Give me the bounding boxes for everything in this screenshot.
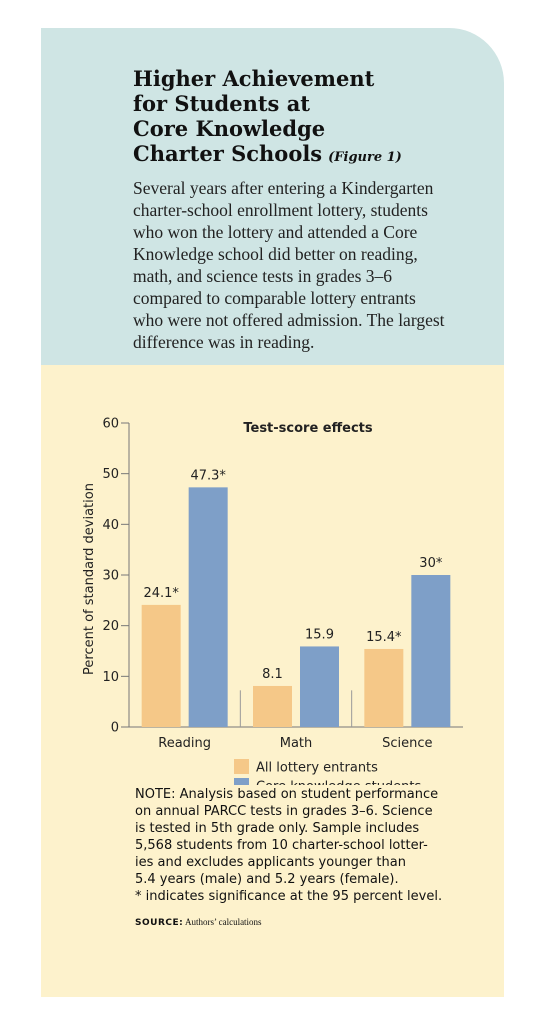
note-line: 5.4 years (male) and 5.2 years (female). — [135, 872, 399, 887]
bar — [364, 648, 404, 727]
y-tick-label: 20 — [102, 619, 119, 634]
chart-legend: All lottery entrants Core knowledge stude… — [234, 759, 422, 785]
header-panel — [41, 28, 504, 365]
bar — [411, 575, 451, 727]
legend-label: Core knowledge students — [256, 780, 422, 786]
note-line: 5,568 students from 10 charter-school lo… — [135, 838, 428, 853]
data-label: 24.1* — [143, 586, 179, 601]
chart-title: Test-score effects — [243, 421, 373, 436]
bar — [300, 646, 339, 727]
data-label: 30* — [419, 556, 443, 571]
source-text: Authors’ calculations — [185, 917, 262, 927]
y-tick-label: 50 — [102, 467, 119, 482]
x-tick-label: Math — [280, 736, 313, 751]
data-label: 15.4* — [366, 630, 402, 645]
bar — [188, 487, 228, 727]
title-line: Core Knowledge — [133, 116, 326, 141]
y-tick-label: 0 — [111, 721, 119, 736]
y-tick-label: 10 — [102, 670, 119, 685]
y-axis-title: Percent of standard deviation — [82, 483, 97, 675]
chart-bars — [141, 487, 451, 727]
data-label: 8.1 — [262, 667, 283, 682]
figure-description: Several years after entering a Kindergar… — [133, 177, 485, 353]
source-label: SOURCE: — [135, 918, 184, 928]
data-label: 47.3* — [190, 468, 226, 483]
legend-swatch — [234, 759, 249, 774]
note-line: on annual PARCC tests in grades 3–6. Sci… — [135, 804, 433, 819]
description-line: math, and science tests in grades 3–6 — [133, 266, 393, 286]
legend-label: All lottery entrants — [256, 761, 378, 776]
y-tick-label: 60 — [102, 417, 119, 432]
figure-title: Higher Achievement for Students at Core … — [133, 66, 473, 170]
figure-label: (Figure 1) — [328, 150, 402, 165]
chart-source: SOURCE: Authors’ calculations — [135, 917, 262, 928]
y-tick-label: 30 — [102, 569, 119, 584]
figure-card: Higher Achievement for Students at Core … — [41, 28, 504, 997]
bar — [141, 604, 181, 727]
description-line: Several years after entering a Kindergar… — [133, 178, 434, 198]
legend-swatch — [234, 778, 249, 785]
chart-note: NOTE: Analysis based on student performa… — [135, 786, 475, 905]
note-line: is tested in 5th grade only. Sample incl… — [135, 821, 420, 836]
note-line: * indicates significance at the 95 perce… — [135, 889, 443, 904]
description-line: who were not offered admission. The larg… — [133, 310, 445, 330]
data-label: 15.9 — [305, 627, 334, 642]
x-tick-label: Science — [382, 736, 432, 751]
description-line: Knowledge school did better on reading, — [133, 244, 418, 264]
description-line: who won the lottery and attended a Core — [133, 222, 418, 242]
title-line: Charter Schools — [133, 141, 323, 166]
x-tick-label: Reading — [158, 736, 211, 751]
description-line: charter-school enrollment lottery, stude… — [133, 200, 428, 220]
note-line: NOTE: Analysis based on student performa… — [135, 787, 439, 802]
bar — [253, 685, 292, 727]
bar-chart: 0 10 20 30 40 50 60 Percent of standard deviati… — [82, 417, 463, 785]
description-line: compared to comparable lottery entrants — [133, 288, 416, 308]
title-line: Higher Achievement — [133, 66, 375, 91]
title-line: for Students at — [133, 91, 311, 116]
description-line: difference was in reading. — [133, 332, 315, 352]
chart-labels: 24.1* 47.3* 8.1 15.9 15.4* 30* — [143, 468, 442, 682]
y-tick-label: 40 — [102, 518, 119, 533]
note-line: ies and excludes applicants younger than — [135, 855, 406, 870]
